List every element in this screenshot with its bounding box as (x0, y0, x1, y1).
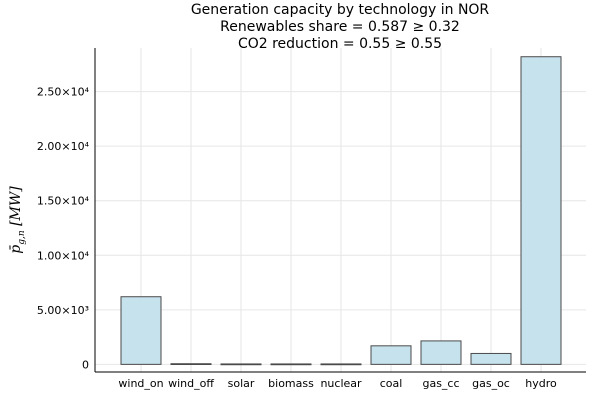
x-tick-label: wind_off (168, 377, 214, 390)
y-tick-label: 0 (82, 358, 89, 371)
bars (120, 56, 562, 366)
x-tick-label: wind_on (118, 377, 163, 390)
x-tick-label: gas_oc (472, 377, 510, 390)
y-axis-label: p̄g,n [MW] (8, 186, 27, 254)
x-tick-label: gas_cc (422, 377, 459, 390)
bar-nuclear (320, 363, 362, 366)
bar-hydro (520, 56, 562, 365)
chart-title-line-1: Generation capacity by technology in NOR (191, 2, 490, 18)
bar-solar (220, 363, 262, 366)
x-tick-label: nuclear (320, 377, 362, 390)
x-tick-label: coal (380, 377, 403, 390)
x-tick-label: biomass (268, 377, 314, 390)
x-tick-label: hydro (525, 377, 557, 390)
bar-gas-cc (420, 340, 462, 365)
y-tick-label: 1.00×10⁴ (37, 249, 90, 262)
y-tick-label: 1.50×10⁴ (37, 195, 90, 208)
y-tick-label: 2.00×10⁴ (37, 140, 90, 153)
x-tick-labels: wind_on wind_off solar biomass nuclear coal ga… (118, 377, 557, 390)
x-gridlines (140, 48, 542, 372)
chart-title-line-2: Renewables share = 0.587 ≥ 0.32 (220, 19, 460, 35)
bar-gas-oc (470, 352, 512, 365)
bar-biomass (270, 363, 312, 366)
bar-wind-on (120, 296, 162, 365)
chart-title-line-3: CO2 reduction = 0.55 ≥ 0.55 (238, 36, 442, 52)
y-tick-label: 5.00×10³ (37, 304, 89, 317)
x-tick-label: solar (228, 377, 255, 390)
y-tick-labels: 0 5.00×10³ 1.00×10⁴ 1.50×10⁴ 2.00×10⁴ 2.50×10… (37, 86, 90, 372)
bar-coal (370, 345, 412, 365)
bar-wind-off (170, 363, 212, 366)
y-tick-label: 2.50×10⁴ (37, 86, 90, 99)
